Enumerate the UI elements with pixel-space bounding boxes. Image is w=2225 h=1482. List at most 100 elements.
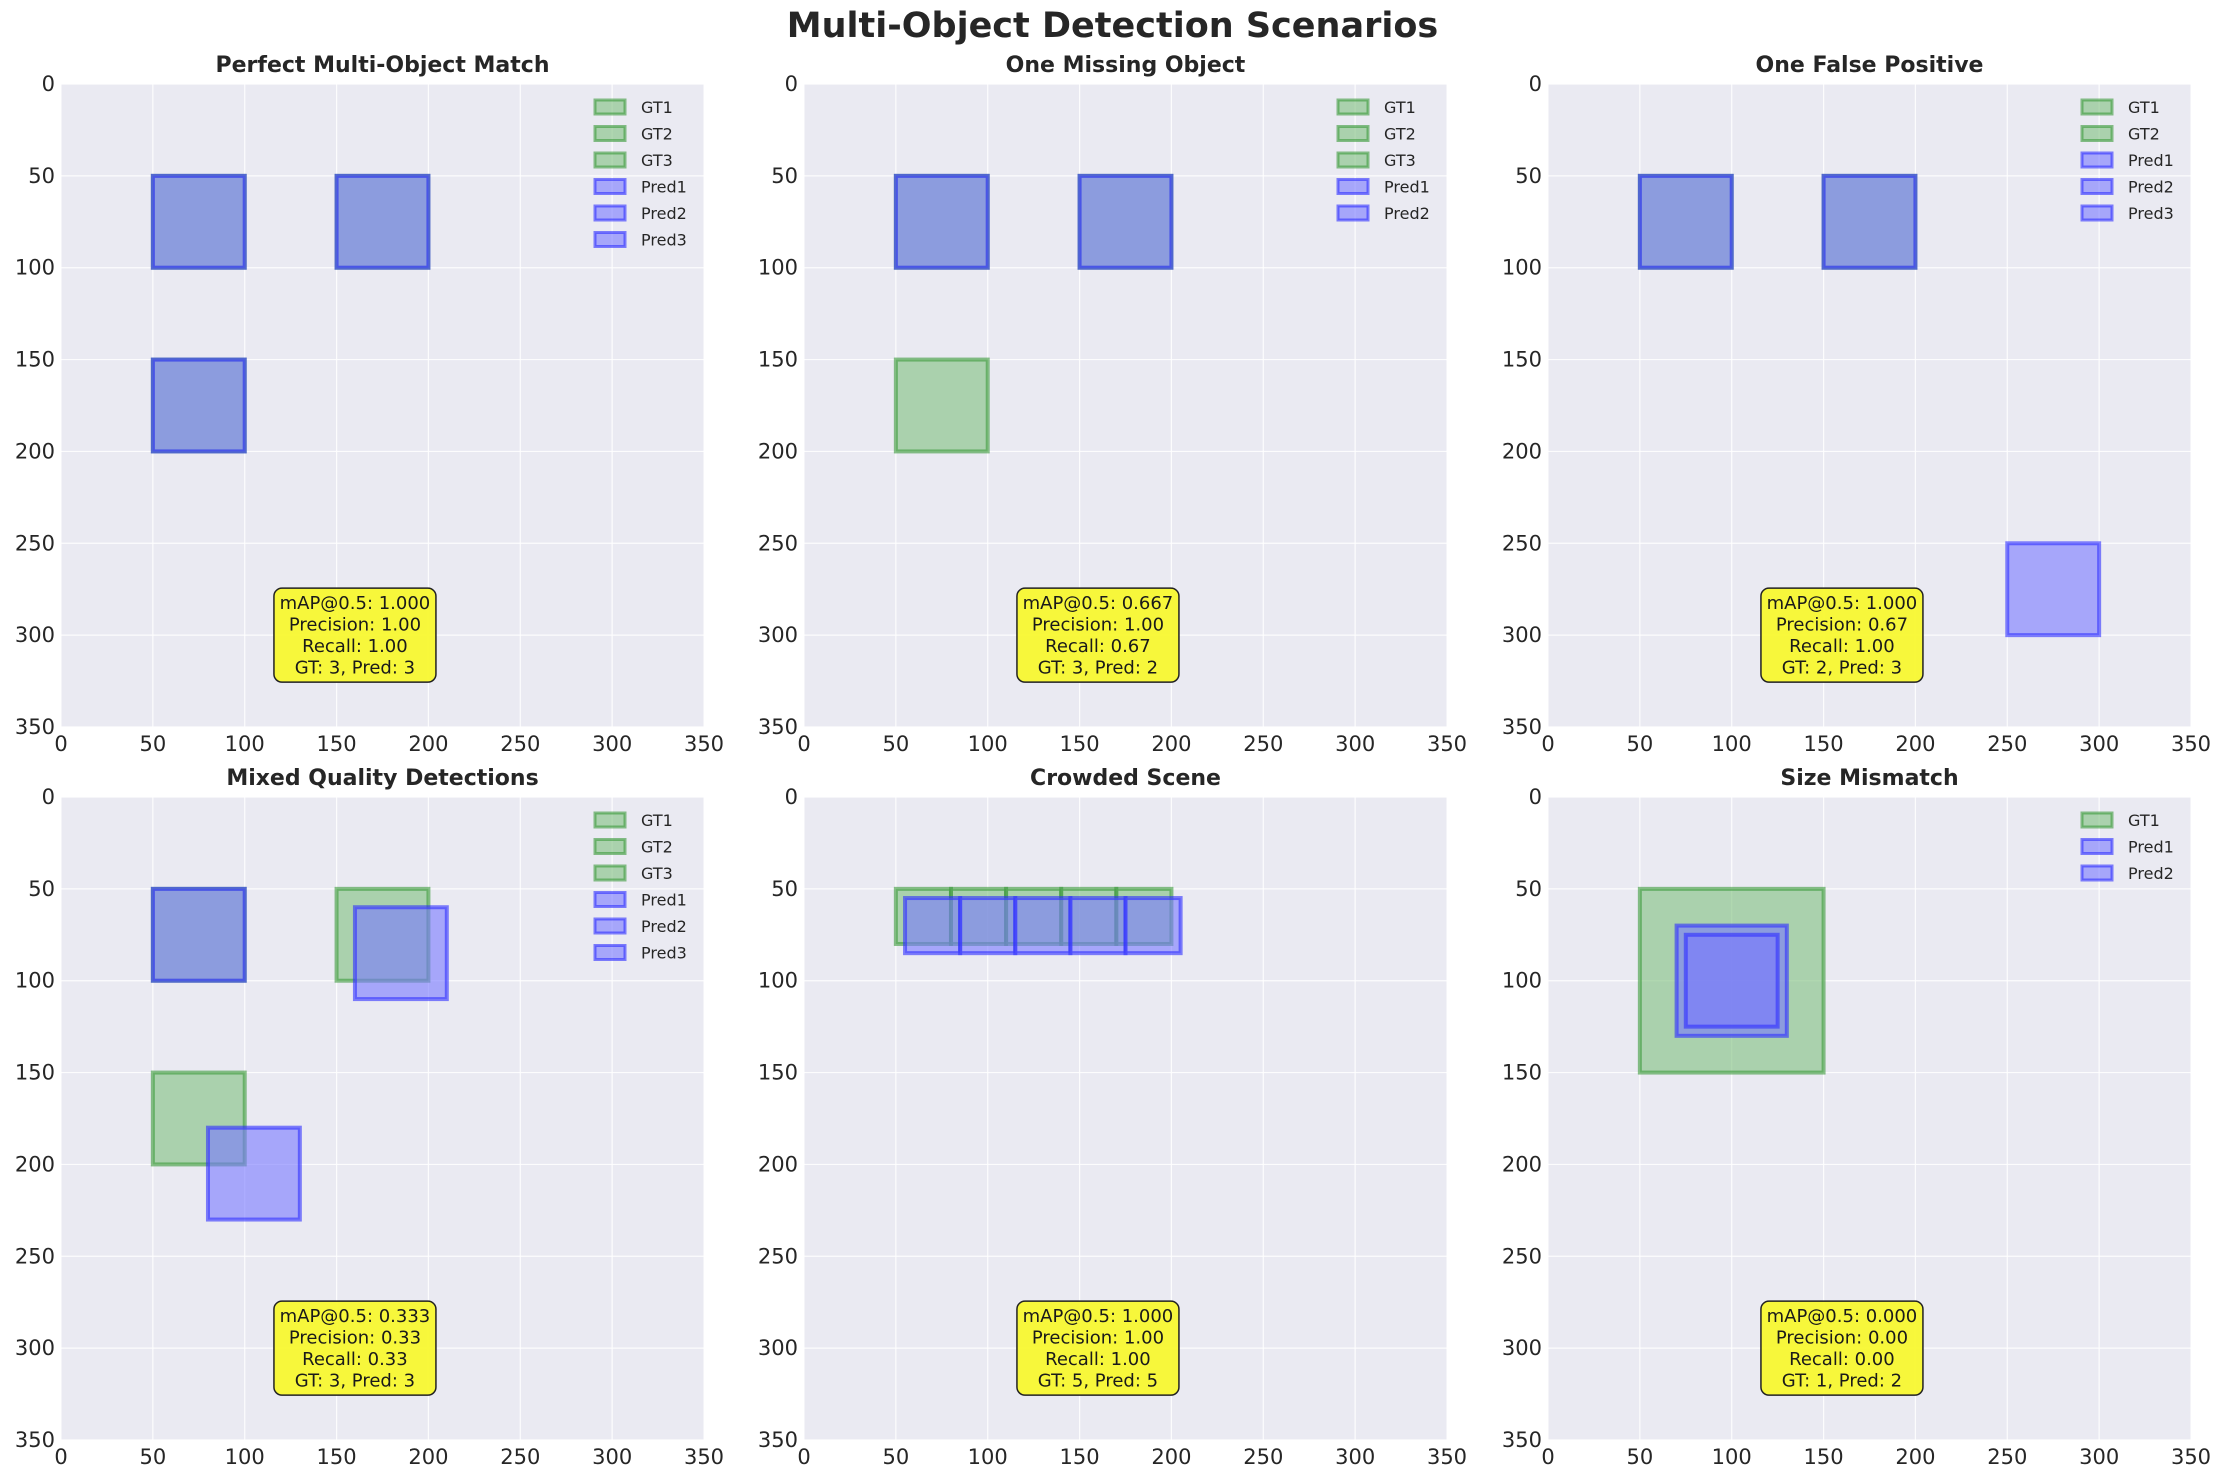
y-tick-label: 250	[15, 1244, 55, 1268]
stats-line: Precision: 0.67	[1776, 615, 1908, 636]
legend-label: Pred2	[2128, 864, 2174, 883]
pred-box	[1068, 896, 1128, 956]
x-tick-label: 50	[139, 732, 166, 756]
legend-swatch	[2080, 864, 2114, 882]
y-tick-label: 150	[1502, 348, 1542, 372]
stats-line: Precision: 1.00	[1032, 615, 1164, 636]
legend-swatch	[593, 944, 627, 961]
legend-label: GT3	[641, 151, 673, 170]
legend-label: GT2	[641, 838, 673, 857]
y-tick-label: 300	[758, 623, 798, 647]
stats-line: GT: 2, Pred: 3	[1782, 658, 1902, 679]
y-tick-label: 100	[15, 969, 55, 993]
x-tick-label: 100	[225, 1445, 265, 1469]
stats-line: mAP@0.5: 1.000	[1023, 1306, 1174, 1327]
stats-line: Recall: 1.00	[1045, 1349, 1151, 1370]
stats-line: mAP@0.5: 0.667	[1023, 593, 1174, 614]
y-tick-label: 300	[1502, 1336, 1542, 1360]
legend-label: GT3	[641, 864, 673, 883]
x-tick-label: 300	[2079, 732, 2119, 756]
x-tick-label: 250	[1987, 732, 2027, 756]
legend-swatch	[593, 838, 627, 855]
x-tick-label: 300	[2079, 1445, 2119, 1469]
x-tick-label: 300	[592, 732, 632, 756]
legend-label: Pred3	[641, 231, 687, 250]
chart-title: Size Mismatch	[1780, 766, 1958, 791]
y-tick-label: 350	[15, 1428, 55, 1452]
x-tick-label: 250	[500, 1445, 540, 1469]
stats-box	[1760, 587, 1924, 683]
stats-box	[273, 587, 437, 683]
legend-label: Pred1	[2128, 151, 2174, 170]
legend-swatch	[593, 204, 627, 222]
x-tick-label: 250	[500, 732, 540, 756]
y-tick-label: 200	[15, 1152, 55, 1176]
stats-line: Recall: 1.00	[1789, 636, 1895, 657]
x-tick-label: 350	[2171, 1445, 2211, 1469]
legend-label: Pred2	[1384, 204, 1430, 223]
legend-label: Pred1	[1384, 178, 1430, 197]
x-tick-label: 350	[1427, 1445, 1467, 1469]
y-tick-label: 250	[1502, 531, 1542, 555]
y-tick-label: 250	[15, 531, 55, 555]
x-tick-label: 100	[968, 1445, 1008, 1469]
x-tick-label: 0	[797, 1445, 810, 1469]
x-tick-label: 150	[1804, 1445, 1844, 1469]
x-tick-label: 150	[317, 1445, 357, 1469]
legend-label: GT1	[2128, 98, 2160, 117]
y-tick-label: 100	[1502, 969, 1542, 993]
legend-swatch	[593, 811, 627, 829]
y-tick-label: 150	[15, 348, 55, 372]
y-tick-label: 50	[771, 164, 798, 188]
legend-swatch	[2080, 125, 2114, 142]
x-tick-label: 50	[882, 732, 909, 756]
pred-box	[150, 173, 247, 270]
x-tick-label: 0	[54, 732, 67, 756]
y-tick-label: 250	[758, 531, 798, 555]
legend-swatch	[1336, 125, 1370, 142]
legend-label: Pred1	[2128, 838, 2174, 857]
x-tick-label: 150	[1060, 732, 1100, 756]
y-tick-label: 0	[1529, 72, 1542, 96]
pred-box	[205, 1125, 302, 1222]
x-tick-label: 350	[684, 1445, 724, 1469]
x-tick-label: 150	[1804, 732, 1844, 756]
legend-swatch	[593, 231, 627, 248]
legend-swatch	[593, 125, 627, 142]
stats-line: mAP@0.5: 0.000	[1767, 1306, 1918, 1327]
y-tick-label: 150	[1502, 1061, 1542, 1085]
x-tick-label: 0	[797, 732, 810, 756]
x-tick-label: 100	[225, 732, 265, 756]
y-tick-label: 300	[15, 1336, 55, 1360]
legend-label: GT1	[1384, 98, 1416, 117]
y-tick-label: 200	[1502, 439, 1542, 463]
stats-line: mAP@0.5: 0.333	[280, 1306, 431, 1327]
y-tick-label: 50	[28, 877, 55, 901]
y-tick-label: 150	[758, 348, 798, 372]
x-tick-label: 50	[882, 1445, 909, 1469]
stats-line: Recall: 1.00	[302, 636, 408, 657]
x-tick-label: 250	[1243, 732, 1283, 756]
y-tick-label: 250	[1502, 1244, 1542, 1268]
x-tick-label: 200	[1151, 1445, 1191, 1469]
figure-title: Multi-Object Detection Scenarios	[786, 6, 1439, 46]
stats-line: mAP@0.5: 1.000	[1767, 593, 1918, 614]
legend-swatch	[2080, 204, 2114, 222]
pred-box	[958, 896, 1018, 956]
stats-line: Recall: 0.00	[1789, 1349, 1895, 1370]
legend-label: GT3	[1384, 151, 1416, 170]
pred-box	[150, 357, 247, 454]
stats-line: Precision: 1.00	[1032, 1328, 1164, 1349]
pred-box	[1013, 896, 1073, 956]
legend-swatch	[2080, 151, 2114, 169]
stats-line: Precision: 1.00	[289, 615, 421, 636]
legend-swatch	[1336, 204, 1370, 222]
stats-line: Recall: 0.67	[1045, 636, 1151, 657]
x-tick-label: 100	[1712, 732, 1752, 756]
stats-box	[1016, 1300, 1180, 1396]
legend-swatch	[593, 864, 627, 882]
legend-swatch	[2080, 178, 2114, 195]
chart-title: Perfect Multi-Object Match	[216, 53, 550, 78]
